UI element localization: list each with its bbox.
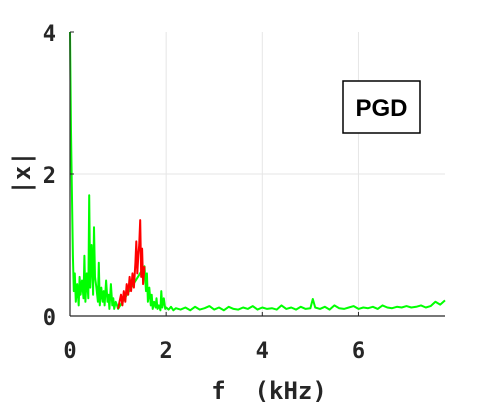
legend-box: PGD <box>342 80 421 134</box>
y-ticks: 0 2 4 <box>43 22 74 331</box>
x-tick-label: 6 <box>352 339 365 364</box>
y-tick-label: 4 <box>43 22 56 47</box>
series-layer <box>69 31 446 312</box>
grid-lines <box>70 32 445 316</box>
x-axis-label: f (kHz) <box>211 377 327 405</box>
x-tick-label: 4 <box>256 339 269 364</box>
x-ticks: 0 2 4 6 <box>63 312 365 364</box>
y-axis-label: |x| <box>8 151 36 194</box>
series-line-2 <box>117 219 146 310</box>
x-tick-label: 0 <box>63 339 76 364</box>
y-tick-label: 2 <box>43 164 56 189</box>
legend-label: PGD <box>355 95 407 122</box>
y-tick-label: 0 <box>43 306 56 331</box>
series-line-1 <box>69 31 446 312</box>
x-tick-label: 2 <box>160 339 173 364</box>
